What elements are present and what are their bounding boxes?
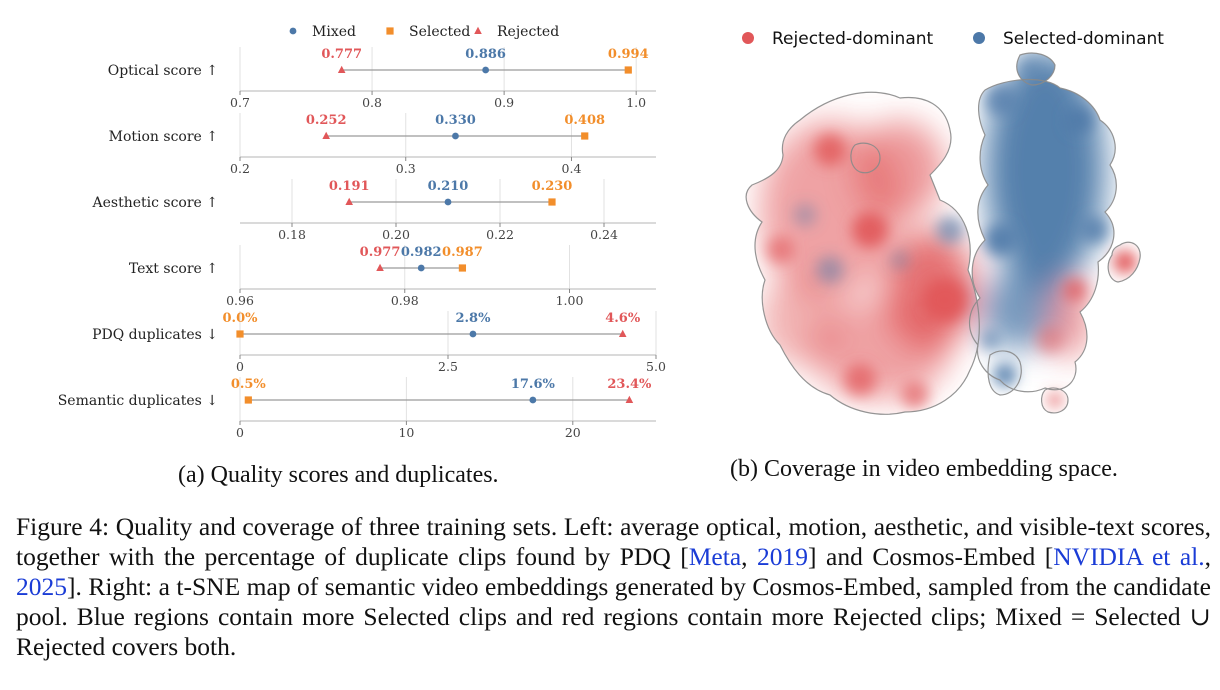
tick-label: 0.3 <box>396 161 416 176</box>
quality-panel: 0 10 20 Semantic duplicates ↓ 23.4% 17.6% 0.5% <box>58 377 656 440</box>
tick-label: 0.7 <box>230 95 250 110</box>
rejected-value-label: 4.6% <box>605 311 641 326</box>
figure-canvas: Mixed Selected Rejected 0.7 0.8 0.9 1.0 Optica… <box>58 24 1165 440</box>
selected-value-label: 0.987 <box>442 245 483 260</box>
selected-marker <box>244 396 252 404</box>
row-label: Semantic duplicates ↓ <box>58 393 218 409</box>
legend-a: Mixed Selected Rejected <box>289 24 559 40</box>
subcaption-a: (a) Quality scores and duplicates. <box>178 462 499 488</box>
selected-marker <box>581 132 589 140</box>
row-label: Optical score ↑ <box>108 63 218 79</box>
tick-label: 0.8 <box>362 95 382 110</box>
tick-label: 0.4 <box>562 161 582 176</box>
tick-label: 0.18 <box>278 227 306 242</box>
legend-a-marker <box>474 26 482 34</box>
tick-label: 5.0 <box>646 359 666 374</box>
quality-panel: 0.2 0.3 0.4 Motion score ↑ 0.252 0.330 0.408 <box>109 113 656 176</box>
mixed-value-label: 17.6% <box>511 377 556 392</box>
legend-a-label: Rejected <box>497 24 559 40</box>
selected-marker <box>236 330 244 338</box>
legend-a-marker <box>289 27 297 35</box>
legend-b-marker <box>742 32 754 44</box>
rejected-marker <box>337 65 346 73</box>
rejected-marker <box>625 395 634 403</box>
rejected-marker <box>322 131 330 139</box>
selected-value-label: 0.994 <box>608 47 649 62</box>
rejected-value-label: 0.777 <box>321 47 362 62</box>
cite-meta-author[interactable]: Meta <box>688 542 742 571</box>
rejected-marker <box>345 197 353 205</box>
legend-b-label: Selected-dominant <box>1003 29 1164 49</box>
row-label: Aesthetic score ↑ <box>91 195 218 211</box>
mixed-value-label: 0.982 <box>401 245 442 260</box>
legend-b-label: Rejected-dominant <box>772 29 934 49</box>
selected-marker <box>624 66 632 74</box>
tick-label: 20 <box>565 425 581 440</box>
legend-b: Rejected-dominant Selected-dominant <box>742 29 1164 49</box>
cite-nvidia-year[interactable]: 2025 <box>16 572 67 601</box>
mixed-marker <box>482 66 490 74</box>
caption-part1: Figure 4: Quality and coverage of three … <box>16 512 1211 571</box>
mixed-marker <box>452 132 459 140</box>
caption-part2: ] and Cosmos-Embed [ <box>808 542 1054 571</box>
mixed-marker <box>417 264 425 272</box>
legend-a-marker <box>386 27 394 35</box>
rejected-marker <box>376 263 384 271</box>
quality-panels: 0.7 0.8 0.9 1.0 Optical score ↑ 0.777 0.886 0.9… <box>58 47 666 440</box>
cite-nvidia-author[interactable]: NVIDIA et al. <box>1053 542 1205 571</box>
rejected-value-label: 0.191 <box>329 179 370 194</box>
mixed-marker <box>469 330 477 338</box>
mixed-value-label: 0.210 <box>428 179 469 194</box>
mixed-value-label: 2.8% <box>455 311 491 326</box>
legend-b-marker <box>973 32 985 44</box>
tick-label: 0.20 <box>382 227 410 242</box>
mixed-value-label: 0.886 <box>465 47 506 62</box>
tick-label: 0.9 <box>494 95 514 110</box>
tick-label: 1.00 <box>556 293 584 308</box>
cite-meta-sep: , <box>741 542 758 571</box>
mixed-marker <box>444 198 452 206</box>
rejected-marker <box>618 329 627 337</box>
selected-value-label: 0.0% <box>223 311 259 326</box>
selected-value-label: 0.230 <box>532 179 573 194</box>
quality-panel: 0.18 0.20 0.22 0.24 Aesthetic score ↑ 0.191 0.… <box>91 179 656 242</box>
row-label: Text score ↑ <box>129 261 218 277</box>
rejected-value-label: 23.4% <box>607 377 652 392</box>
caption-part3: ]. Right: a t-SNE map of semantic video … <box>16 572 1211 661</box>
selected-marker <box>548 198 556 206</box>
tick-label: 1.0 <box>626 95 646 110</box>
tick-label: 0.22 <box>486 227 514 242</box>
row-label: Motion score ↑ <box>109 129 218 145</box>
quality-panel: 0.7 0.8 0.9 1.0 Optical score ↑ 0.777 0.886 0.9… <box>108 47 656 110</box>
selected-marker <box>458 264 467 272</box>
figure-caption: Figure 4: Quality and coverage of three … <box>16 512 1211 662</box>
tick-label: 10 <box>398 425 414 440</box>
tick-label: 0 <box>236 359 244 374</box>
tick-label: 0.2 <box>230 161 250 176</box>
row-label: PDQ duplicates ↓ <box>92 327 218 343</box>
subcaption-b: (b) Coverage in video embedding space. <box>730 456 1118 482</box>
rejected-value-label: 0.252 <box>306 113 347 128</box>
selected-value-label: 0.5% <box>231 377 267 392</box>
quality-panel: 0 2.5 5.0 PDQ duplicates ↓ 4.6% 2.8% 0.0% <box>92 311 666 374</box>
tsne-density-map <box>745 52 1141 415</box>
mixed-marker <box>529 396 537 404</box>
selected-value-label: 0.408 <box>564 113 605 128</box>
tick-label: 0.24 <box>590 227 618 242</box>
legend-a-label: Selected <box>409 24 470 40</box>
tick-label: 0 <box>236 425 244 440</box>
cite-meta-year[interactable]: 2019 <box>757 542 809 571</box>
tick-label: 0.96 <box>226 293 254 308</box>
cite-nvidia-sep: , <box>1204 542 1212 571</box>
legend-a-label: Mixed <box>312 24 356 40</box>
tick-label: 0.98 <box>391 293 419 308</box>
mixed-value-label: 0.330 <box>435 113 476 128</box>
tick-label: 2.5 <box>438 359 458 374</box>
quality-panel: 0.96 0.98 1.00 Text score ↑ 0.977 0.982 0.987 <box>129 245 656 308</box>
rejected-value-label: 0.977 <box>360 245 401 260</box>
